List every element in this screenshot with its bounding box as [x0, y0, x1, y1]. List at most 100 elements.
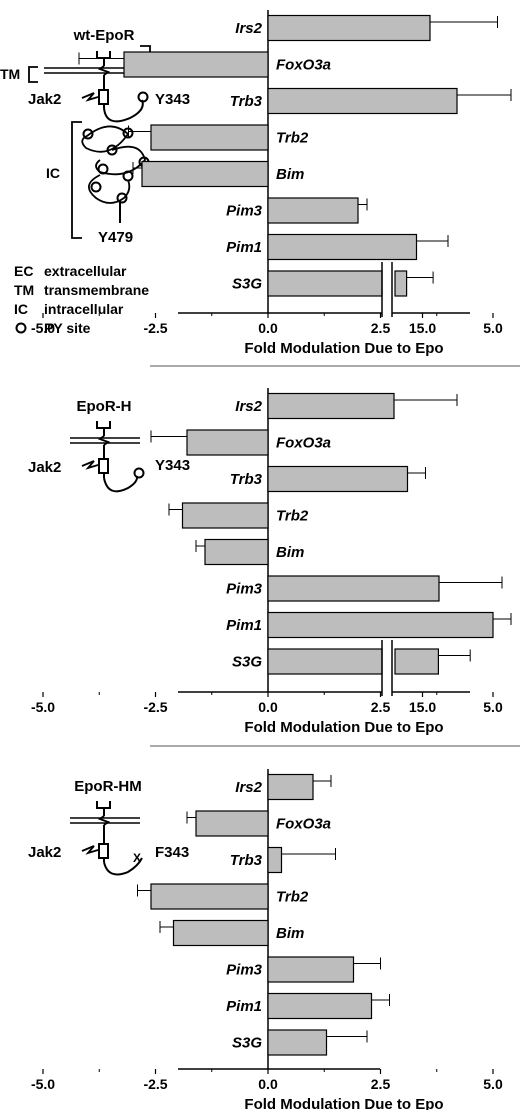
- legend-ec-abbr: EC: [14, 263, 33, 279]
- category-label: Pim3: [226, 203, 263, 220]
- ic-label: IC: [46, 165, 60, 181]
- category-label: S3G: [232, 1035, 262, 1052]
- category-label: Trb2: [276, 889, 309, 906]
- bar: [267, 611, 494, 639]
- tm-label: TM: [0, 66, 20, 82]
- tm-bracket: [28, 66, 38, 83]
- legend-tm-abbr: TM: [14, 282, 34, 298]
- py-site: [122, 170, 134, 182]
- py-site: [116, 192, 128, 204]
- x-tick-label: 2.5: [371, 1076, 391, 1092]
- x-tick-label: 2.5: [371, 320, 391, 336]
- epor-hm-labels: Jak2 X F343: [28, 844, 189, 865]
- legend-tm-desc: transmembrane: [44, 282, 149, 298]
- bar: [186, 429, 269, 456]
- chart-epor-hm: Irs2 FoxO3a Trb3 Trb2 Bim Pim3 Pim1 S3G -5.0 -2.5…: [31, 769, 503, 1113]
- x-tick-label: 5.0: [483, 699, 503, 715]
- y343-label: Y343: [155, 457, 190, 474]
- legend-ic-desc: intracellular: [44, 301, 124, 317]
- x-tick-label: 0.0: [258, 1076, 278, 1092]
- category-label: Trb2: [276, 508, 309, 525]
- py-site: [97, 163, 109, 175]
- category-label: Trb3: [230, 471, 263, 488]
- bar: [267, 233, 418, 261]
- jak2-label: Jak2: [28, 91, 61, 108]
- category-label: Bim: [276, 544, 304, 561]
- category-label: Bim: [276, 925, 304, 942]
- bar: [267, 992, 373, 1020]
- epor-hm-schematic: EpoR-HM: [70, 778, 143, 876]
- bar: [181, 502, 269, 529]
- py-site: [106, 144, 118, 156]
- epor-h-schematic: EpoR-H: [70, 398, 145, 493]
- x-tick-label: -5.0: [31, 320, 55, 336]
- category-label: Trb3: [230, 93, 263, 110]
- construct-label: wt-EpoR: [73, 27, 135, 44]
- construct-label: EpoR-HM: [74, 778, 142, 795]
- jak2-label: Jak2: [28, 459, 61, 476]
- x-tick-label: -5.0: [31, 699, 55, 715]
- category-label: Pim3: [226, 581, 263, 598]
- x-tick-label: 5.0: [483, 1076, 503, 1092]
- receptor-head: [96, 51, 111, 59]
- bar: [267, 575, 440, 602]
- category-label: Pim1: [226, 998, 262, 1015]
- epor-h-labels: Jak2 Y343: [28, 457, 190, 476]
- bar: [141, 160, 269, 188]
- category-label: Pim1: [226, 239, 262, 256]
- legend: EC extracellular TM transmembrane IC int…: [14, 263, 149, 336]
- jak-box: [98, 89, 109, 105]
- category-label: Irs2: [235, 20, 262, 37]
- bar: [150, 883, 269, 910]
- ic-bracket: [71, 121, 82, 239]
- legend-ec-desc: extracellular: [44, 263, 127, 279]
- y343-label: Y343: [155, 91, 190, 108]
- bar-segment: [394, 270, 408, 297]
- category-label: S3G: [232, 654, 262, 671]
- jak2-label: Jak2: [28, 844, 61, 861]
- x-tick-label: -2.5: [143, 320, 167, 336]
- x-tick-label: -2.5: [143, 699, 167, 715]
- bar: [267, 956, 355, 983]
- y479-label: Y479: [98, 229, 133, 246]
- x-tick-label: 0.0: [258, 320, 278, 336]
- category-label: S3G: [232, 276, 262, 293]
- x-tick-label: 2.5: [371, 699, 391, 715]
- x-axis-label: Fold Modulation Due to Epo: [244, 1096, 443, 1110]
- category-label: FoxO3a: [276, 435, 331, 452]
- x-tick-label: -5.0: [31, 1076, 55, 1092]
- x-tick-label: 15.0: [409, 699, 436, 715]
- chart-wt-epor: Irs2 FoxO3a Trb3 Trb2 Bim Pim3 Pim1 S3G -5.0 -2.5…: [31, 10, 512, 357]
- bar: [150, 124, 269, 151]
- wt-epor-schematic: wt-EpoR: [28, 27, 151, 239]
- x-axis-label: Fold Modulation Due to Epo: [244, 340, 443, 357]
- legend-ic-abbr: IC: [14, 301, 28, 317]
- x-tick-label: 15.0: [409, 320, 436, 336]
- py-site: [82, 128, 94, 140]
- x-tick-label: 0.0: [258, 699, 278, 715]
- chart-epor-h: Irs2 FoxO3a Trb3 Trb2 Bim Pim3 Pim1 S3G -5.0 -2.5…: [31, 388, 512, 736]
- legend-py-desc: PY site: [44, 320, 91, 336]
- bar: [267, 773, 314, 801]
- bar: [267, 1029, 328, 1056]
- category-label: Irs2: [235, 398, 262, 415]
- bar-segment: [394, 648, 440, 675]
- py-site: [137, 91, 149, 103]
- bar: [267, 846, 283, 874]
- bar: [267, 392, 395, 420]
- category-label: Pim3: [226, 962, 263, 979]
- legend-py-icon: [15, 322, 27, 334]
- category-label: FoxO3a: [276, 57, 331, 74]
- category-label: FoxO3a: [276, 816, 331, 833]
- bar: [195, 810, 269, 837]
- construct-label: EpoR-H: [77, 398, 132, 415]
- tail-curve: [103, 99, 144, 123]
- category-label: Trb2: [276, 130, 309, 147]
- bar: [267, 270, 383, 297]
- f343-label: F343: [155, 844, 189, 861]
- mutation-x-label: X: [133, 851, 141, 865]
- bar: [267, 648, 383, 675]
- category-label: Pim1: [226, 617, 262, 634]
